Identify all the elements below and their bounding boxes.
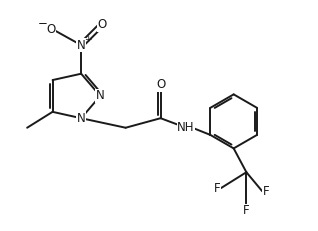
Text: N: N [77,112,86,125]
Text: N: N [96,89,105,103]
Text: O: O [156,78,165,91]
Text: O: O [97,18,107,31]
Text: NH: NH [177,121,195,134]
Text: N: N [77,39,86,52]
Text: +: + [84,35,92,44]
Text: F: F [243,204,250,217]
Text: F: F [263,185,269,198]
Text: −: − [38,17,47,30]
Text: F: F [214,182,220,195]
Text: O: O [46,23,56,36]
